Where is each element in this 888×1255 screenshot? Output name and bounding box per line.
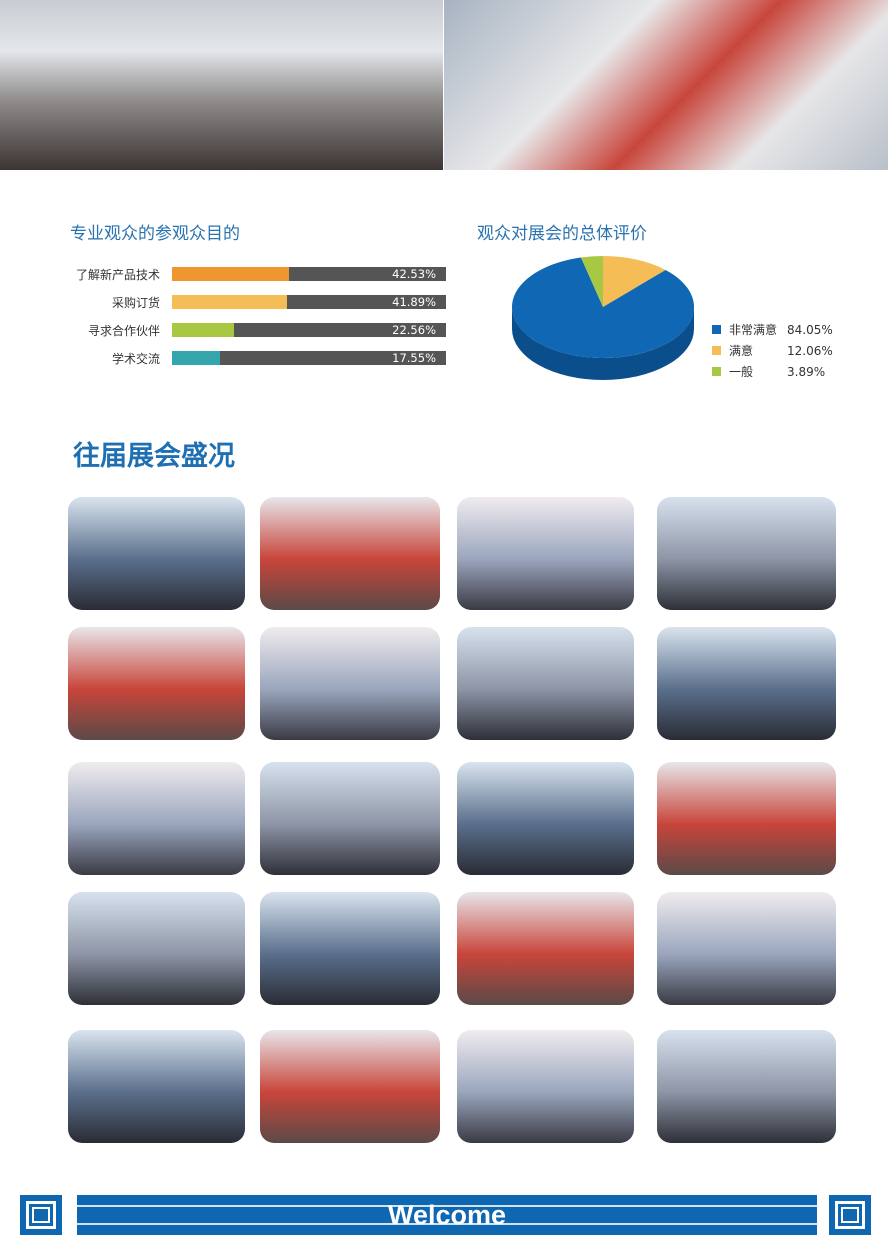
gallery-title: 往届展会盛况 [73, 441, 235, 472]
pie-slice-side [512, 307, 694, 380]
bar-label: 了解新产品技术 [75, 268, 160, 282]
welcome-text: Welcome [387, 1200, 507, 1230]
bar-track: 22.56% [172, 323, 446, 337]
left-square-ornament [20, 1195, 62, 1235]
exhibition-photo [260, 497, 440, 610]
exhibition-photo [260, 627, 440, 740]
bar-track: 17.55% [172, 351, 446, 365]
legend-value: 12.06% [787, 343, 833, 358]
bar [172, 323, 234, 337]
legend-item: 非常满意 84.05% [712, 321, 833, 338]
exhibition-photo [457, 762, 634, 875]
exhibition-photo [657, 892, 836, 1005]
welcome-banner: Welcome [77, 1195, 817, 1235]
pie-slice [512, 257, 694, 358]
bar [172, 351, 221, 365]
bar-label: 寻求合作伙伴 [87, 324, 160, 338]
exhibition-hall-photo-right [444, 0, 888, 170]
exhibition-photo [68, 762, 245, 875]
rating-pie-chart [512, 256, 694, 380]
bar-value-label: 42.53% [392, 267, 436, 281]
legend-swatch [712, 346, 721, 355]
legend-value: 3.89% [787, 364, 826, 379]
legend-item: 一般 3.89% [712, 363, 825, 380]
legend-swatch [712, 325, 721, 334]
exhibition-photo [657, 762, 836, 875]
legend-label: 非常满意 [729, 323, 778, 337]
bar-label: 学术交流 [111, 352, 160, 366]
exhibition-photo [457, 497, 634, 610]
purpose-chart-title: 专业观众的参观众目的 [70, 224, 240, 244]
exhibition-photo [657, 497, 836, 610]
pie-slice [580, 256, 603, 307]
bar-track: 42.53% [172, 267, 446, 281]
exhibition-hall-photo-left [0, 0, 443, 170]
exhibition-photo [457, 1030, 634, 1143]
right-square-ornament [829, 1195, 871, 1235]
exhibition-photo [260, 1030, 440, 1143]
legend-label: 满意 [729, 344, 754, 358]
legend-item: 满意 12.06% [712, 342, 833, 359]
exhibition-photo [68, 892, 245, 1005]
legend-swatch [712, 367, 721, 376]
exhibition-photo [657, 1030, 836, 1143]
exhibition-photo [68, 627, 245, 740]
bar-value-label: 41.89% [392, 295, 436, 309]
pie-slice [603, 256, 666, 307]
exhibition-photo [457, 627, 634, 740]
legend-label: 一般 [729, 365, 754, 379]
exhibition-photo [68, 497, 245, 610]
bar-label: 采购订货 [111, 296, 160, 310]
legend-value: 84.05% [787, 322, 833, 337]
bar-value-label: 17.55% [392, 351, 436, 365]
exhibition-photo [657, 627, 836, 740]
bar-value-label: 22.56% [392, 323, 436, 337]
bar-track: 41.89% [172, 295, 446, 309]
exhibition-photo [457, 892, 634, 1005]
exhibition-photo [68, 1030, 245, 1143]
rating-chart-title: 观众对展会的总体评价 [477, 224, 647, 244]
bar [172, 295, 287, 309]
bar [172, 267, 289, 281]
exhibition-photo [260, 762, 440, 875]
exhibition-photo [260, 892, 440, 1005]
